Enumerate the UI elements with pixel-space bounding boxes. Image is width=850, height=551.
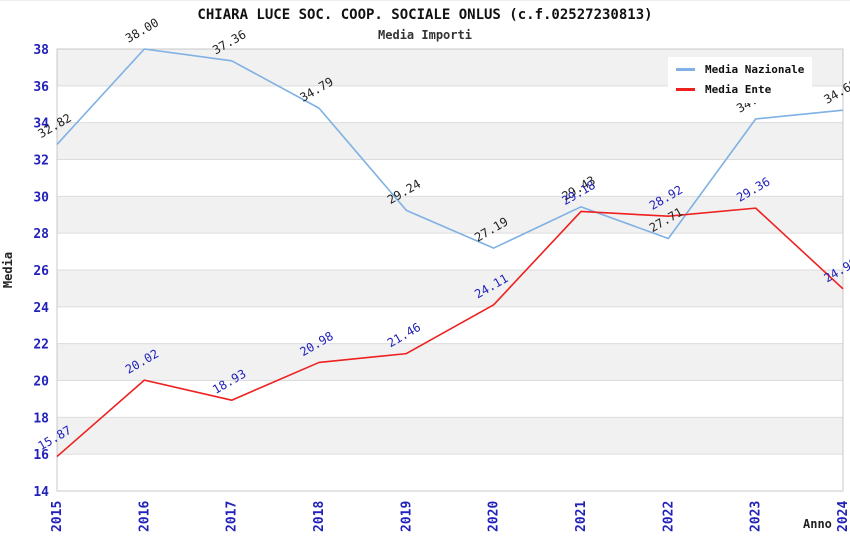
y-tick-label: 18 (33, 411, 49, 426)
y-axis-title: Media (1, 240, 15, 300)
grid-band (57, 123, 843, 160)
x-tick-label: 2024 (836, 501, 850, 532)
x-axis-title: Anno (803, 517, 832, 531)
legend: Media Nazionale Media Ente (668, 57, 812, 103)
x-tick-label: 2015 (50, 501, 65, 532)
y-tick-label: 30 (33, 190, 49, 205)
x-tick-label: 2017 (225, 501, 240, 532)
grid-band (57, 417, 843, 454)
y-tick-label: 28 (33, 227, 49, 242)
y-tick-label: 22 (33, 338, 49, 353)
legend-item-media-nazionale: Media Nazionale (668, 59, 812, 79)
y-tick-label: 24 (33, 301, 49, 316)
y-tick-label: 14 (33, 485, 49, 500)
y-tick-label: 20 (33, 375, 49, 390)
legend-item-media-ente: Media Ente (668, 79, 812, 99)
legend-label-ente: Media Ente (705, 83, 771, 96)
y-tick-label: 26 (33, 264, 49, 279)
y-tick-label: 36 (33, 80, 49, 95)
legend-swatch-ente-icon (676, 88, 695, 91)
grid-band (57, 270, 843, 307)
legend-label-nazionale: Media Nazionale (705, 63, 804, 76)
x-tick-label: 2019 (399, 501, 414, 532)
grid-band (57, 344, 843, 381)
x-tick-label: 2018 (312, 501, 327, 532)
data-label-media-ente: 24.98 (822, 255, 850, 285)
x-tick-label: 2016 (137, 501, 152, 532)
y-tick-label: 38 (33, 43, 49, 58)
data-label-media-nazionale: 38.00 (123, 15, 161, 45)
legend-swatch-nazionale-icon (676, 68, 695, 71)
y-tick-label: 32 (33, 154, 49, 169)
x-tick-label: 2023 (749, 501, 764, 532)
x-tick-label: 2021 (574, 501, 589, 532)
x-tick-label: 2020 (487, 501, 502, 532)
x-tick-label: 2022 (661, 501, 676, 532)
grid-band (57, 196, 843, 233)
